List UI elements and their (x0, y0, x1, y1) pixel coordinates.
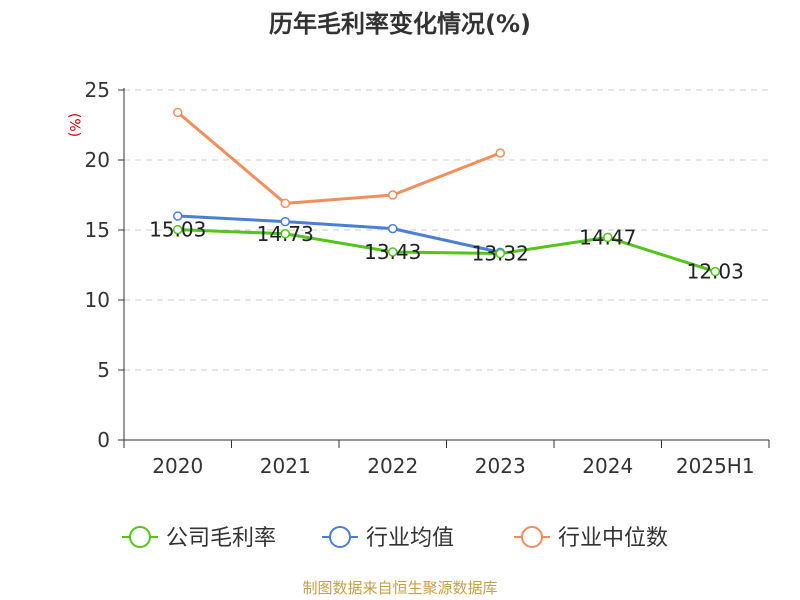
series-line (176, 111, 501, 205)
data-point[interactable] (603, 232, 613, 243)
x-tick-label: 2023 (475, 454, 526, 478)
y-tick-label: 0 (97, 428, 110, 452)
data-label: 13.32 (472, 242, 529, 266)
chart-title: 历年毛利率变化情况(%) (269, 10, 531, 38)
data-point[interactable] (173, 211, 183, 221)
legend-swatch-marker (329, 526, 351, 548)
data-point[interactable] (495, 148, 505, 158)
legend-swatch-marker (521, 526, 543, 548)
y-tick-label: 20 (85, 148, 110, 172)
legend-item[interactable]: 行业均值 (322, 526, 454, 551)
x-tick-label: 2021 (260, 454, 311, 478)
data-label: 13.43 (364, 240, 421, 264)
data-label: 12.03 (687, 260, 744, 284)
x-tick-label: 2024 (582, 454, 633, 478)
y-tick-label: 10 (85, 288, 110, 312)
data-point[interactable] (710, 266, 720, 277)
series (173, 107, 720, 277)
data-point[interactable] (388, 190, 398, 200)
axes: 0 5 10 15 20 25 2020 2021 2022 2023 2024 2025H1 (85, 78, 770, 478)
series-line (177, 214, 501, 254)
x-tick-label: 2025H1 (676, 454, 755, 478)
data-point[interactable] (495, 248, 505, 259)
y-tick-label: 25 (85, 78, 110, 102)
series-line (177, 228, 716, 274)
data-point[interactable] (280, 198, 290, 209)
data-point[interactable] (280, 229, 290, 239)
data-label: 14.73 (257, 222, 314, 246)
x-tick-label: 2020 (152, 454, 203, 478)
data-label: 14.47 (579, 225, 636, 249)
data-label: 15.03 (149, 218, 206, 242)
data-labels: 15.03 14.73 13.43 13.32 14.47 12.03 (149, 218, 744, 284)
y-tick-label: 15 (85, 218, 110, 242)
legend-label: 行业均值 (366, 526, 454, 551)
legend[interactable]: 公司毛利率 行业均值 行业中位数 (122, 526, 668, 551)
data-point[interactable] (388, 247, 398, 257)
legend-label: 行业中位数 (558, 526, 668, 551)
data-point[interactable] (173, 107, 183, 118)
legend-item[interactable]: 行业中位数 (514, 526, 668, 551)
data-point[interactable] (173, 224, 183, 235)
grid (124, 89, 769, 371)
data-point[interactable] (280, 216, 290, 227)
source-note: 制图数据来自恒生聚源数据库 (302, 579, 497, 597)
x-tick-label: 2022 (367, 454, 418, 478)
data-point[interactable] (388, 223, 398, 234)
y-tick-label: 5 (97, 358, 110, 382)
y-axis-label: (%) (66, 113, 82, 137)
legend-swatch-marker (129, 526, 151, 548)
legend-label: 公司毛利率 (166, 526, 276, 551)
legend-item[interactable]: 公司毛利率 (122, 526, 276, 551)
